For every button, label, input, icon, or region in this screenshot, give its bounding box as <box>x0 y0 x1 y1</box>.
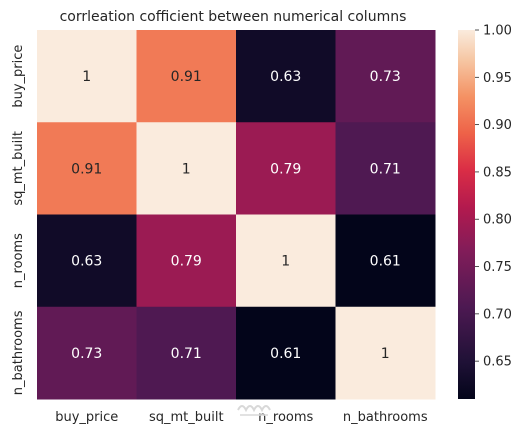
heatmap-cell <box>236 214 336 308</box>
x-tick-labels: buy_price sq_mt_built n_rooms n_bathrooms <box>55 410 428 425</box>
cell-value-label: 0.63 <box>270 69 301 85</box>
heatmap-cell <box>335 306 436 400</box>
heatmap-cell <box>335 30 436 123</box>
heatmap-cell <box>236 122 336 215</box>
colorbar-ticks: 1.00 0.95 0.90 0.85 0.80 0.75 0.70 0.65 <box>475 24 512 370</box>
colorbar-tick-label: 0.70 <box>483 307 512 322</box>
colorbar-tick-label: 0.95 <box>483 71 512 86</box>
heatmap-cell <box>335 214 436 308</box>
cell-value-label: 0.61 <box>270 346 301 362</box>
heatmap-cells: 1 0.91 0.63 0.73 0.91 1 0.79 0.71 0.63 0.79 1 0.61 0… <box>37 30 436 400</box>
cell-value-label: 0.71 <box>171 346 202 362</box>
colorbar-tick-label: 0.65 <box>483 355 512 370</box>
chart-title: corrleation cofficient between numerical… <box>60 9 407 25</box>
y-tick-label: n_bathrooms <box>11 310 26 395</box>
cell-value-label: 0.91 <box>171 69 202 85</box>
x-tick-label: n_rooms <box>258 410 313 425</box>
cell-value-label: 0.61 <box>370 254 401 270</box>
cell-value-label: 1 <box>381 346 390 362</box>
colorbar <box>458 30 475 399</box>
colorbar-tick-label: 1.00 <box>483 24 512 39</box>
colorbar-tick-label: 0.75 <box>483 260 512 275</box>
cell-value-label: 0.73 <box>71 346 102 362</box>
heatmap-cell <box>236 306 336 400</box>
heatmap-cell <box>236 30 336 123</box>
watermark-logo <box>234 398 274 422</box>
heatmap-cell <box>37 30 137 123</box>
heatmap-cell <box>335 122 436 215</box>
colorbar-tick-label: 0.90 <box>483 118 512 133</box>
heatmap-cell <box>37 122 137 215</box>
heatmap-cell <box>136 214 237 308</box>
cell-value-label: 0.71 <box>370 161 401 177</box>
y-tick-label: n_rooms <box>11 233 26 288</box>
colorbar-tick-label: 0.80 <box>483 213 512 228</box>
x-tick-label: n_bathrooms <box>343 410 428 425</box>
colorbar-tick-label: 0.85 <box>483 165 512 180</box>
cell-value-label: 0.73 <box>370 69 401 85</box>
y-tick-labels: buy_price sq_mt_built n_rooms n_bathrooms <box>11 45 26 396</box>
heatmap-cell <box>136 122 237 215</box>
cell-value-label: 0.91 <box>71 161 102 177</box>
cell-value-label: 1 <box>281 254 290 270</box>
heatmap-cell <box>37 306 137 400</box>
cell-value-label: 0.79 <box>171 254 202 270</box>
cell-value-label: 1 <box>82 69 91 85</box>
cell-value-label: 0.79 <box>270 161 301 177</box>
x-tick-label: buy_price <box>55 410 118 425</box>
x-tick-label: sq_mt_built <box>149 410 224 425</box>
heatmap-cell <box>136 306 237 400</box>
heatmap-cell <box>136 30 237 123</box>
cell-value-label: 1 <box>182 161 191 177</box>
y-tick-label: buy_price <box>11 45 26 108</box>
y-tick-label: sq_mt_built <box>11 131 26 206</box>
cell-value-label: 0.63 <box>71 254 102 270</box>
heatmap-cell <box>37 214 137 308</box>
